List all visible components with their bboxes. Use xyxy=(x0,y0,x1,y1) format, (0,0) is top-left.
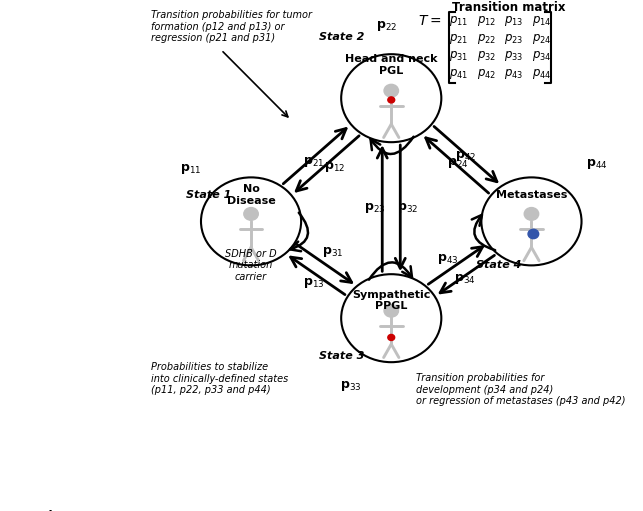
Circle shape xyxy=(201,177,301,265)
Text: $p_{41}$: $p_{41}$ xyxy=(449,67,469,81)
Circle shape xyxy=(388,334,395,340)
Text: p$_{22}$: p$_{22}$ xyxy=(376,18,397,33)
Text: State 2: State 2 xyxy=(319,32,364,41)
Circle shape xyxy=(244,207,258,220)
Circle shape xyxy=(341,54,441,142)
Text: SDHB or D
mutation
carrier: SDHB or D mutation carrier xyxy=(225,249,277,282)
Text: p$_{43}$: p$_{43}$ xyxy=(437,252,458,266)
Text: $p_{33}$: $p_{33}$ xyxy=(504,50,523,63)
Text: Probabilities to stabilize
into clinically-defined states
(p11, p22, p33 and p44: Probabilities to stabilize into clinical… xyxy=(151,362,288,396)
Text: p$_{23}$: p$_{23}$ xyxy=(365,201,386,215)
Text: State 3: State 3 xyxy=(319,351,364,361)
Text: Metastases: Metastases xyxy=(496,190,567,200)
Text: $p_{32}$: $p_{32}$ xyxy=(477,50,496,63)
Text: p$_{24}$: p$_{24}$ xyxy=(447,156,468,170)
Text: $p_{31}$: $p_{31}$ xyxy=(449,50,469,63)
Circle shape xyxy=(524,207,539,220)
Text: $T =$: $T =$ xyxy=(418,14,441,28)
Text: Transition probabilities for tumor
formation (p12 and p13) or
regression (p21 an: Transition probabilities for tumor forma… xyxy=(151,10,312,43)
Text: $p_{23}$: $p_{23}$ xyxy=(504,32,523,46)
Text: p$_{44}$: p$_{44}$ xyxy=(586,157,608,171)
Text: p$_{34}$: p$_{34}$ xyxy=(455,271,476,286)
Text: No
Disease: No Disease xyxy=(227,184,275,206)
Text: $p_{14}$: $p_{14}$ xyxy=(532,14,551,28)
Circle shape xyxy=(341,274,441,362)
Text: State 4: State 4 xyxy=(476,261,521,270)
Text: Transition matrix: Transition matrix xyxy=(0,510,60,511)
Text: p$_{31}$: p$_{31}$ xyxy=(322,245,343,260)
Circle shape xyxy=(388,97,395,103)
Text: $p_{42}$: $p_{42}$ xyxy=(477,67,496,81)
Text: p$_{32}$: p$_{32}$ xyxy=(397,201,418,215)
Text: Transition probabilities for
development (p34 and p24)
or regression of metastas: Transition probabilities for development… xyxy=(416,373,626,406)
Text: $p_{13}$: $p_{13}$ xyxy=(504,14,523,28)
Text: p$_{12}$: p$_{12}$ xyxy=(324,160,345,174)
Text: $p_{34}$: $p_{34}$ xyxy=(532,50,551,63)
Text: p$_{33}$: p$_{33}$ xyxy=(340,379,362,393)
Circle shape xyxy=(528,229,539,239)
Text: Head and neck
PGL: Head and neck PGL xyxy=(345,54,437,76)
Text: State 1: State 1 xyxy=(186,190,231,200)
Text: $p_{21}$: $p_{21}$ xyxy=(449,32,469,46)
Circle shape xyxy=(384,305,399,317)
Text: $p_{11}$: $p_{11}$ xyxy=(449,14,469,28)
Text: Sympathetic
PPGL: Sympathetic PPGL xyxy=(352,290,430,311)
Text: $p_{22}$: $p_{22}$ xyxy=(477,32,496,46)
Text: p$_{21}$: p$_{21}$ xyxy=(303,155,325,169)
Text: p$_{42}$: p$_{42}$ xyxy=(455,149,476,164)
Text: $p_{24}$: $p_{24}$ xyxy=(532,32,551,46)
Circle shape xyxy=(482,177,581,265)
Text: p$_{11}$: p$_{11}$ xyxy=(180,161,202,176)
Text: Transition matrix: Transition matrix xyxy=(452,2,566,14)
Text: $p_{43}$: $p_{43}$ xyxy=(504,67,523,81)
Circle shape xyxy=(384,84,399,97)
Text: p$_{13}$: p$_{13}$ xyxy=(303,276,324,290)
Text: $p_{12}$: $p_{12}$ xyxy=(477,14,496,28)
Text: $p_{44}$: $p_{44}$ xyxy=(532,67,551,81)
